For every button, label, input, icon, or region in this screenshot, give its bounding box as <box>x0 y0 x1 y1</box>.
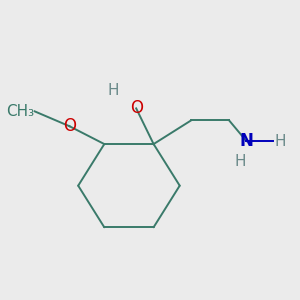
Text: O: O <box>130 99 143 117</box>
Text: H: H <box>235 154 246 169</box>
Text: CH₃: CH₃ <box>7 104 35 119</box>
Text: H: H <box>274 134 286 148</box>
Text: O: O <box>63 117 76 135</box>
Text: H: H <box>107 83 119 98</box>
Text: N: N <box>239 132 253 150</box>
